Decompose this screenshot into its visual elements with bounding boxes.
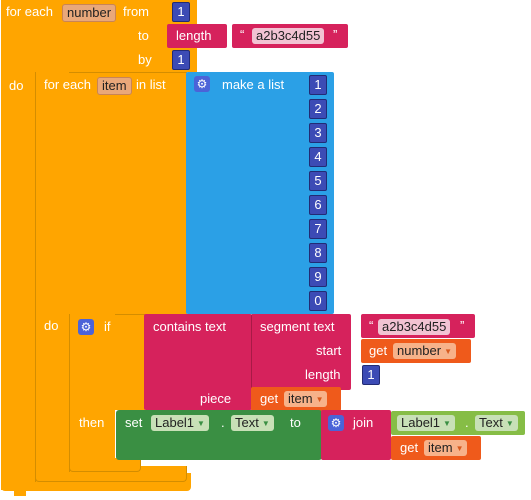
list-item-value[interactable]: 8 xyxy=(314,245,322,260)
list-item-value[interactable]: 5 xyxy=(314,173,322,188)
in-list-label: in list xyxy=(136,77,166,92)
by-number-block[interactable]: 1 xyxy=(172,50,190,70)
join-property-dropdown[interactable]: Text ▼ xyxy=(475,415,518,431)
list-item-value[interactable]: 4 xyxy=(314,149,322,164)
start-label: start xyxy=(316,343,342,358)
list-item-value[interactable]: 6 xyxy=(314,197,322,212)
list-item-value[interactable]: 2 xyxy=(314,101,322,116)
list-item-value[interactable]: 1 xyxy=(314,77,322,92)
set-label: set xyxy=(125,415,143,430)
inner-do-label: do xyxy=(44,318,59,333)
seg-quote-open: “ xyxy=(369,318,374,333)
list-item-number[interactable]: 9 xyxy=(309,267,327,287)
length-number-value[interactable]: 1 xyxy=(367,367,375,382)
join-get-item-value: item xyxy=(428,440,453,455)
join-component-value: Label1 xyxy=(401,415,441,430)
from-number-value[interactable]: 1 xyxy=(177,4,185,19)
contains-text-label: contains text xyxy=(153,319,226,334)
quote-close: ” xyxy=(333,27,338,42)
then-label: then xyxy=(79,415,105,430)
list-item-number[interactable]: 0 xyxy=(309,291,327,311)
from-number-block[interactable]: 1 xyxy=(172,2,190,22)
join-component-dropdown[interactable]: Label1 ▼ xyxy=(397,415,455,431)
if-label: if xyxy=(104,319,111,334)
var-number-field[interactable]: number xyxy=(62,4,117,22)
property-dropdown[interactable]: Text ▼ xyxy=(231,415,274,431)
var-item-field[interactable]: item xyxy=(97,77,132,95)
list-item-number[interactable]: 1 xyxy=(309,75,327,95)
to-label: to xyxy=(138,28,149,43)
for-each-outer-bottom-tab xyxy=(14,489,26,496)
piece-label: piece xyxy=(200,391,232,406)
length-label: length xyxy=(176,28,212,43)
property-value: Text xyxy=(235,415,259,430)
inner-for-each-label: for each xyxy=(44,77,91,92)
dropdown-arrow-icon: ▼ xyxy=(443,419,451,428)
contains-text-block[interactable] xyxy=(144,314,252,410)
if-gear-icon[interactable]: ⚙ xyxy=(78,319,94,335)
join-property-value: Text xyxy=(479,415,503,430)
component-value: Label1 xyxy=(155,415,195,430)
segment-text-label: segment text xyxy=(260,319,335,334)
list-item-number[interactable]: 3 xyxy=(309,123,327,143)
segment-string-field[interactable]: a2b3c4d55 xyxy=(378,319,451,335)
make-a-list-label: make a list xyxy=(222,77,285,92)
string-value-field[interactable]: a2b3c4d55 xyxy=(252,28,325,44)
list-item-number[interactable]: 4 xyxy=(309,147,327,167)
dropdown-arrow-icon: ▼ xyxy=(505,419,514,428)
join-dot-label: . xyxy=(465,415,469,430)
by-number-value[interactable]: 1 xyxy=(177,52,185,67)
get-label: get xyxy=(369,343,388,358)
do-label: do xyxy=(9,78,24,93)
dropdown-arrow-icon: ▼ xyxy=(455,444,464,453)
join-label: join xyxy=(353,415,374,430)
list-item-number[interactable]: 6 xyxy=(309,195,327,215)
for-each-outer-left-rail xyxy=(1,0,35,490)
list-item-value[interactable]: 7 xyxy=(314,221,322,236)
join-get-item-field[interactable]: item ▼ xyxy=(424,440,468,456)
from-label: from xyxy=(123,4,149,19)
length-number-block[interactable]: 1 xyxy=(362,365,380,385)
list-item-number[interactable]: 2 xyxy=(309,99,327,119)
get-number-field[interactable]: number ▼ xyxy=(393,343,456,359)
list-item-value[interactable]: 9 xyxy=(314,269,322,284)
get-item-label: get xyxy=(260,391,279,406)
if-bottom xyxy=(69,458,141,472)
dropdown-arrow-icon: ▼ xyxy=(261,419,270,428)
list-item-number[interactable]: 7 xyxy=(309,219,327,239)
get-item-field[interactable]: item ▼ xyxy=(284,391,328,407)
by-label: by xyxy=(138,52,152,67)
component-dropdown[interactable]: Label1 ▼ xyxy=(151,415,209,431)
for-each-inner-left-rail xyxy=(35,72,69,482)
dropdown-arrow-icon: ▼ xyxy=(315,395,324,404)
list-item-value[interactable]: 0 xyxy=(314,293,322,308)
length-block[interactable] xyxy=(167,24,227,48)
segment-text-block[interactable] xyxy=(251,314,351,390)
dot-label: . xyxy=(221,415,225,430)
quote-open: “ xyxy=(240,27,245,42)
set-to-label: to xyxy=(290,415,301,430)
join-gear-icon[interactable]: ⚙ xyxy=(328,415,344,431)
gear-icon[interactable]: ⚙ xyxy=(194,76,210,92)
get-number-value: number xyxy=(397,343,442,358)
dropdown-arrow-icon: ▼ xyxy=(444,347,452,356)
list-item-number[interactable]: 8 xyxy=(309,243,327,263)
seg-quote-close: ” xyxy=(460,318,465,333)
get-item-value: item xyxy=(288,391,313,406)
dropdown-arrow-icon: ▼ xyxy=(197,419,205,428)
if-left-rail xyxy=(69,314,115,472)
length-param-label: length xyxy=(305,367,341,382)
list-item-value[interactable]: 3 xyxy=(314,125,322,140)
for-each-label: for each xyxy=(6,4,53,19)
join-get-label: get xyxy=(400,440,419,455)
list-item-number[interactable]: 5 xyxy=(309,171,327,191)
set-label-text-block[interactable] xyxy=(116,410,322,460)
